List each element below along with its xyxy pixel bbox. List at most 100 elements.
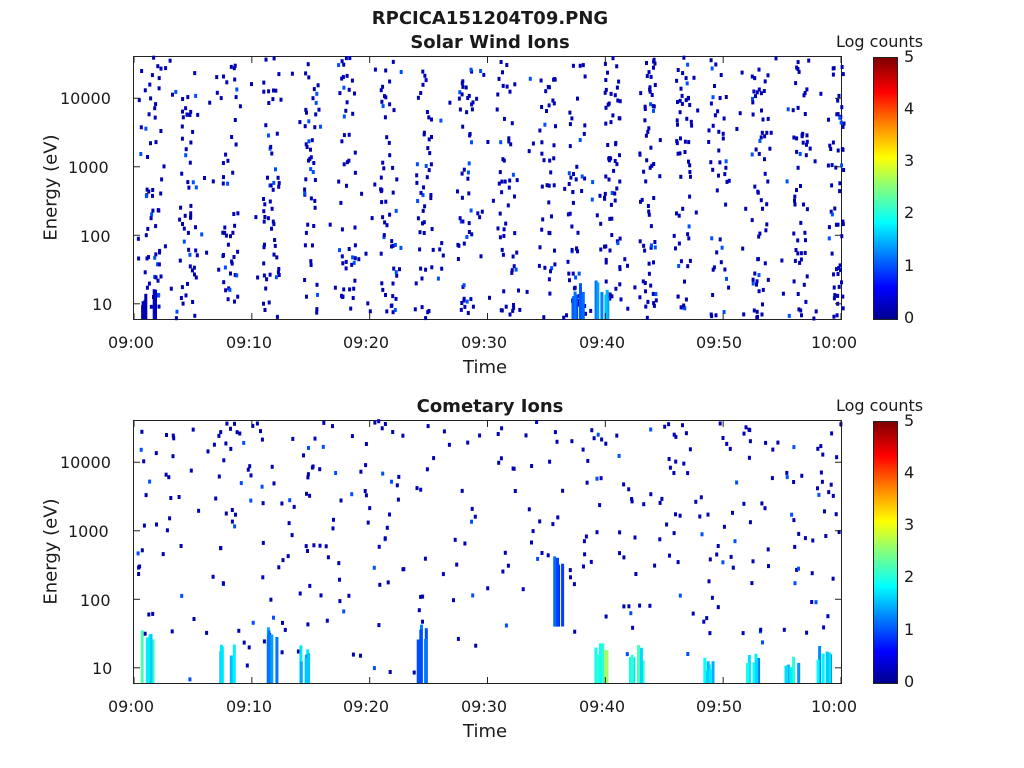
panel2-cbar-tick-4: 4: [904, 463, 915, 482]
heatmap-cell: [310, 138, 314, 143]
heatmap-cell: [470, 140, 473, 145]
heatmap-cell: [183, 213, 187, 218]
heatmap-band-cell: [639, 647, 643, 683]
heatmap-cell: [792, 279, 796, 284]
heatmap-cell: [832, 296, 836, 301]
heatmap-cell: [688, 103, 692, 107]
heatmap-cell: [630, 499, 634, 504]
heatmap-cell: [707, 579, 711, 584]
heatmap-cell: [755, 309, 759, 314]
heatmap-cell: [344, 56, 348, 61]
heatmap-cell: [691, 611, 695, 616]
heatmap-cell: [164, 472, 168, 477]
heatmap-cell: [145, 285, 149, 290]
heatmap-cell: [802, 93, 806, 98]
heatmap-cell: [421, 619, 424, 624]
heatmap-cell: [663, 424, 667, 429]
heatmap-cell: [810, 600, 814, 604]
heatmap-cell: [137, 98, 141, 103]
heatmap-cell: [688, 447, 692, 452]
heatmap-cell: [566, 212, 570, 217]
heatmap-cell: [676, 68, 680, 72]
heatmap-cell: [720, 245, 724, 250]
heatmap-cell: [675, 141, 679, 146]
heatmap-cell: [682, 461, 686, 466]
heatmap-cell: [645, 158, 649, 163]
heatmap-cell: [609, 120, 613, 125]
heatmap-cell: [547, 277, 551, 282]
heatmap-cell: [574, 275, 578, 280]
heatmap-cell: [804, 153, 808, 158]
heatmap-band-cell: [424, 638, 428, 683]
heatmap-cell: [420, 305, 424, 310]
heatmap-cell: [188, 252, 192, 257]
heatmap-cell: [548, 158, 552, 163]
heatmap-cell: [143, 88, 147, 93]
heatmap-cell: [423, 73, 427, 78]
heatmap-cell: [307, 445, 310, 450]
heatmap-cell: [603, 191, 607, 196]
heatmap-cell: [366, 520, 370, 525]
heatmap-cell: [795, 149, 799, 154]
heatmap-cell: [270, 464, 274, 469]
heatmap-cell: [309, 259, 313, 264]
heatmap-cell: [340, 254, 344, 259]
panel2-xtick-0950: 09:50: [696, 697, 743, 716]
heatmap-cell: [837, 93, 841, 98]
heatmap-cell: [308, 583, 312, 588]
heatmap-cell: [567, 182, 571, 186]
heatmap-cell: [184, 153, 188, 158]
heatmap-cell: [649, 102, 653, 107]
heatmap-cell: [379, 187, 383, 192]
heatmap-cell: [687, 224, 691, 229]
heatmap-cell: [553, 77, 557, 82]
heatmap-cell: [709, 101, 713, 106]
heatmap-cell: [667, 422, 671, 427]
heatmap-cell: [677, 264, 681, 268]
heatmap-cell: [840, 147, 844, 152]
heatmap-cell: [757, 273, 761, 278]
heatmap-cell: [717, 148, 721, 153]
panel1-heatmap: [133, 55, 846, 321]
heatmap-cell: [642, 169, 646, 174]
heatmap-cell: [674, 246, 677, 251]
heatmap-cell: [650, 243, 653, 248]
heatmap-cell: [499, 308, 503, 313]
heatmap-band-cell: [304, 657, 308, 683]
heatmap-cell: [707, 128, 711, 133]
heatmap-band-cell: [149, 634, 153, 683]
heatmap-cell: [373, 182, 377, 187]
heatmap-cell: [340, 59, 344, 64]
heatmap-cell: [381, 215, 385, 220]
heatmap-cell: [310, 465, 314, 470]
heatmap-cell: [372, 666, 376, 671]
heatmap-cell: [622, 604, 626, 609]
heatmap-band-cell: [747, 655, 751, 683]
heatmap-cell: [236, 211, 240, 216]
heatmap-cell: [383, 115, 387, 120]
panel2-heatmap: [133, 419, 843, 683]
heatmap-cell: [830, 251, 834, 256]
panel2-ytick-100: 100: [80, 591, 111, 610]
heatmap-cell: [571, 63, 575, 68]
heatmap-cell: [347, 87, 351, 92]
heatmap-cell: [797, 531, 801, 536]
heatmap-cell: [388, 212, 392, 217]
heatmap-cell: [298, 591, 302, 596]
heatmap-cell: [830, 163, 834, 168]
heatmap-cell: [154, 275, 158, 280]
heatmap-cell: [469, 208, 473, 213]
heatmap-cell: [177, 495, 181, 499]
heatmap-cell: [835, 313, 839, 318]
heatmap-cell: [497, 460, 501, 465]
heatmap-cell: [630, 497, 634, 501]
heatmap-cell: [675, 78, 679, 83]
heatmap-band-cell: [706, 670, 709, 683]
heatmap-cell: [384, 68, 388, 73]
heatmap-cell: [350, 492, 354, 497]
heatmap-cell: [644, 179, 648, 184]
heatmap-cell: [791, 108, 795, 113]
heatmap-cell: [206, 449, 210, 454]
heatmap-cell: [418, 247, 422, 252]
heatmap-cell: [267, 89, 271, 94]
